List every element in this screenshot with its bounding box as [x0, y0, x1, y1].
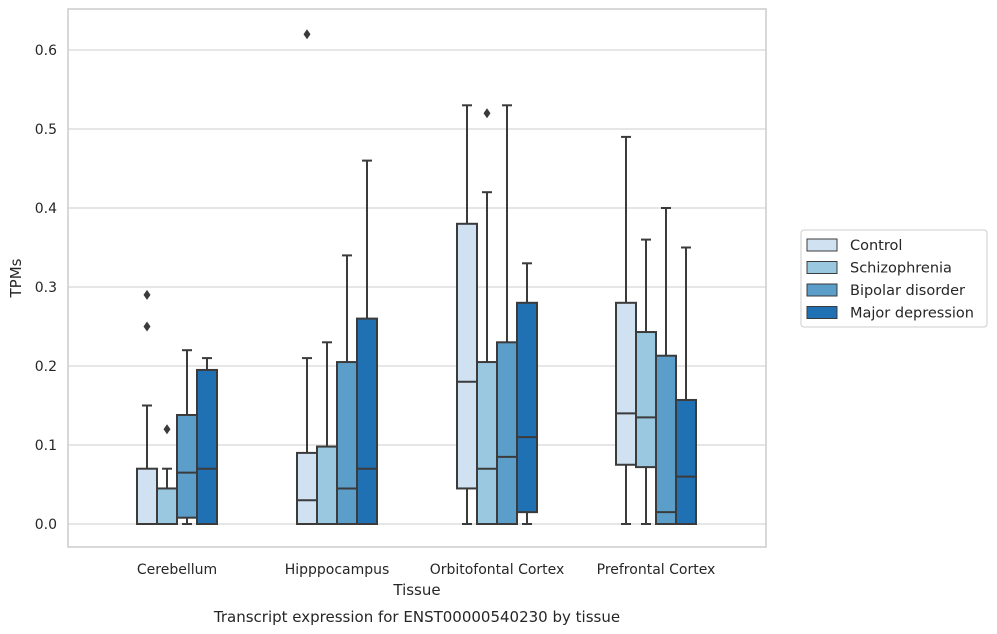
box	[615, 301, 637, 466]
box-group	[156, 424, 178, 526]
box-group	[176, 349, 198, 525]
box	[675, 398, 697, 525]
box	[196, 368, 218, 526]
y-tick-label: 0.6	[35, 43, 57, 59]
y-axis-title: TPMs	[7, 258, 25, 298]
box-group	[296, 29, 318, 525]
legend-label: Bipolar disorder	[850, 283, 965, 299]
box-group	[496, 104, 518, 525]
box	[296, 451, 318, 525]
box-group	[476, 108, 498, 525]
box-group	[336, 254, 358, 525]
box-group	[136, 289, 158, 526]
box	[496, 341, 518, 525]
outlier-point	[143, 289, 151, 300]
box-group	[196, 357, 218, 526]
box	[316, 445, 338, 525]
y-tick-label: 0.1	[35, 438, 57, 454]
outlier-point	[163, 424, 171, 435]
figure-caption: Transcript expression for ENST0000054023…	[213, 608, 620, 626]
plot-area-frame	[67, 8, 767, 548]
legend-items: Control Schizophrenia Bipolar disorder Majo…	[806, 238, 974, 322]
y-tick-label: 0.5	[35, 122, 57, 138]
box	[516, 301, 538, 514]
box	[476, 361, 498, 525]
x-tick-label: Orbitofontal Cortex	[430, 562, 565, 578]
box-group	[456, 104, 478, 525]
x-axis-title: Tissue	[392, 581, 440, 599]
boxes	[136, 29, 697, 526]
box	[655, 354, 677, 526]
box	[176, 413, 198, 519]
legend-label: Control	[850, 238, 902, 254]
legend-swatch	[806, 283, 838, 297]
box-group	[615, 135, 637, 525]
box	[356, 317, 378, 525]
box	[156, 487, 178, 526]
box	[635, 331, 657, 469]
box-group	[316, 341, 338, 525]
legend-frame	[800, 229, 988, 328]
outlier-point	[143, 321, 151, 332]
box	[136, 467, 158, 526]
box	[336, 361, 358, 525]
box-group	[516, 262, 538, 525]
y-tick-label: 0.4	[35, 201, 57, 217]
x-tick-label: Cerebellum	[137, 562, 217, 578]
x-tick-label: Prefrontal Cortex	[597, 562, 716, 578]
x-axis-ticks: Cerebellum Hipppocampus Orbitofontal Corte…	[137, 562, 715, 578]
y-axis-ticks: 0.0 0.1 0.2 0.3 0.4 0.5 0.6	[35, 43, 57, 533]
outlier-point	[303, 29, 311, 40]
legend-label: Schizophrenia	[850, 261, 952, 277]
y-tick-label: 0.3	[35, 280, 57, 296]
y-tick-label: 0.2	[35, 359, 57, 375]
box-group	[655, 207, 677, 526]
outlier-point	[483, 108, 491, 119]
box-group	[675, 246, 697, 525]
y-tick-label: 0.0	[35, 517, 57, 533]
legend-swatch	[806, 306, 838, 319]
legend-label: Major depression	[850, 306, 974, 322]
box-group	[635, 238, 657, 525]
box	[456, 222, 478, 490]
legend-swatch	[806, 238, 838, 252]
x-tick-label: Hipppocampus	[285, 562, 390, 578]
legend: Control Schizophrenia Bipolar disorder Majo…	[800, 229, 988, 328]
box-group	[356, 159, 378, 525]
legend-swatch	[806, 261, 838, 274]
